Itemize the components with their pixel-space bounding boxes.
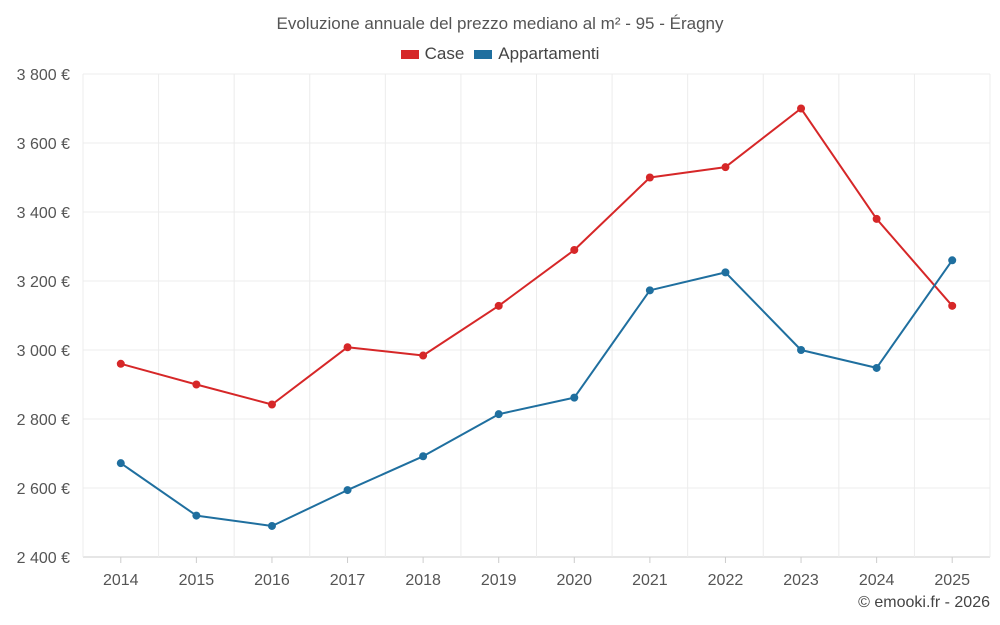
- data-point-appartamenti: [192, 511, 201, 520]
- x-tick-label: 2014: [103, 572, 139, 589]
- data-point-appartamenti: [721, 268, 730, 277]
- series-line-case: [120, 107, 953, 406]
- legend-item-case[interactable]: Case: [400, 44, 465, 64]
- data-point-case: [267, 400, 276, 409]
- x-tick-label: 2018: [405, 572, 441, 589]
- x-tick-label: 2019: [481, 572, 517, 589]
- data-point-appartamenti: [494, 410, 503, 419]
- credit-text: © emooki.fr - 2026: [858, 594, 990, 611]
- x-tick-label: 2016: [254, 572, 290, 589]
- data-point-appartamenti: [872, 363, 881, 372]
- chart-title: Evoluzione annuale del prezzo mediano al…: [276, 14, 724, 33]
- x-tick-label: 2024: [859, 572, 895, 589]
- data-point-case: [570, 245, 579, 254]
- x-tick-label: 2020: [556, 572, 592, 589]
- data-point-case: [419, 351, 428, 360]
- data-point-appartamenti: [343, 486, 352, 495]
- data-point-case: [872, 214, 881, 223]
- data-point-appartamenti: [948, 256, 957, 265]
- data-point-case: [797, 104, 806, 113]
- data-point-case: [116, 359, 125, 368]
- legend-swatch-case: [400, 49, 419, 59]
- series-line-appartamenti: [120, 259, 954, 527]
- data-point-appartamenti: [645, 286, 654, 295]
- data-point-appartamenti: [419, 452, 428, 461]
- legend-item-appartamenti[interactable]: Appartamenti: [474, 44, 599, 64]
- data-point-appartamenti: [797, 346, 806, 354]
- x-tick-label: 2023: [783, 572, 819, 589]
- data-point-appartamenti: [267, 521, 276, 530]
- y-tick-label: 2 600 €: [17, 481, 70, 498]
- x-tick-label: 2022: [708, 572, 744, 589]
- y-tick-label: 3 200 €: [17, 274, 70, 291]
- data-point-case: [192, 380, 201, 389]
- y-tick-label: 2 800 €: [17, 412, 70, 429]
- y-tick-label: 3 400 €: [17, 205, 70, 222]
- legend-label-case: Case: [424, 44, 465, 63]
- data-point-appartamenti: [116, 459, 125, 468]
- data-point-case: [948, 301, 957, 310]
- legend-swatch-appartamenti: [474, 49, 493, 59]
- y-tick-label: 2 400 €: [17, 550, 70, 567]
- legend-label-appartamenti: Appartamenti: [498, 44, 600, 63]
- chart-legend: Case Appartamenti: [0, 44, 1000, 64]
- data-point-case: [645, 173, 654, 182]
- y-tick-label: 3 600 €: [17, 136, 70, 153]
- y-tick-label: 3 000 €: [17, 343, 70, 360]
- x-tick-label: 2021: [632, 572, 668, 589]
- data-point-case: [343, 343, 352, 352]
- x-tick-label: 2017: [330, 572, 366, 589]
- x-tick-label: 2015: [179, 572, 215, 589]
- data-point-case: [494, 301, 503, 310]
- data-point-case: [721, 163, 730, 172]
- data-point-appartamenti: [570, 393, 579, 402]
- x-tick-label: 2025: [934, 572, 970, 589]
- y-tick-label: 3 800 €: [17, 67, 70, 84]
